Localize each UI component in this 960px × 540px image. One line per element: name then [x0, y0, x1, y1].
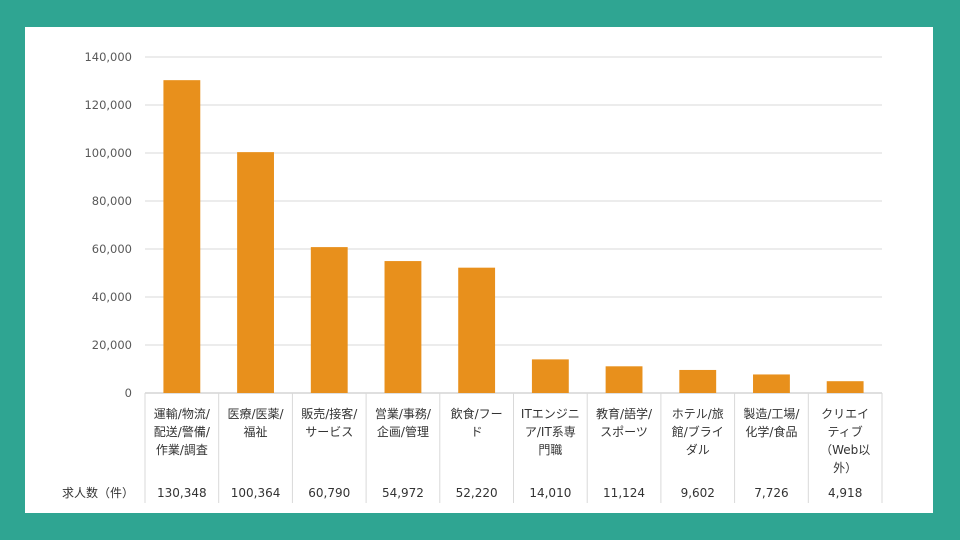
- category-label: 福祉: [244, 424, 268, 439]
- category-label: 運輸/物流/: [154, 406, 211, 421]
- y-tick-label: 60,000: [92, 242, 132, 256]
- bar: [531, 359, 569, 393]
- category-label: （Web以: [820, 443, 870, 457]
- category-label: 販売/接客/: [301, 406, 358, 421]
- category-label: 配送/警備/: [154, 424, 211, 439]
- value-label: 14,010: [529, 486, 571, 500]
- category-label: 作業/調査: [156, 443, 208, 457]
- category-label: ホテル/旅: [672, 407, 724, 421]
- value-label: 130,348: [157, 486, 207, 500]
- bars: [163, 80, 864, 394]
- bar: [605, 366, 643, 393]
- category-label: 製造/工場/: [743, 407, 800, 421]
- bar: [237, 152, 274, 393]
- bar: [163, 80, 201, 394]
- category-label: スポーツ: [600, 425, 648, 439]
- category-label: ド: [471, 425, 483, 439]
- category-label: ティブ: [828, 424, 863, 439]
- category-labels: 運輸/物流/配送/警備/作業/調査 医療/医薬/福祉 販売/接客/サービス 営業/事務…: [154, 406, 870, 475]
- category-label: 企画/管理: [377, 424, 429, 439]
- y-tick-label: 100,000: [84, 146, 132, 160]
- bar: [384, 261, 422, 393]
- category-label: サービス: [305, 425, 353, 439]
- category-label: 館/ブライ: [672, 424, 724, 439]
- category-label: ダル: [686, 442, 710, 457]
- data-table: 求人数（件） 130,348 100,364 60,790 54,972 52,220 1…: [62, 393, 883, 503]
- y-tick-label: 20,000: [92, 338, 132, 352]
- y-tick-label: 140,000: [84, 50, 132, 64]
- y-tick-label: 80,000: [92, 194, 132, 208]
- category-label: ITエンジニ: [521, 407, 580, 421]
- value-label: 11,124: [603, 486, 645, 500]
- category-label: 教育/語学/: [596, 406, 653, 421]
- category-label: ア/IT系専: [525, 425, 576, 439]
- category-label: 医療/医薬/: [228, 407, 285, 421]
- value-label: 54,972: [382, 486, 424, 500]
- category-label: 飲食/フー: [451, 406, 503, 421]
- bar: [310, 247, 348, 393]
- y-tick-label: 0: [125, 386, 132, 400]
- value-label: 100,364: [231, 486, 281, 500]
- category-label: 営業/事務/: [375, 407, 432, 421]
- value-label: 52,220: [456, 486, 498, 500]
- category-label: 門職: [538, 443, 562, 457]
- row-header: 求人数（件）: [62, 485, 134, 500]
- category-label: 化学/食品: [745, 424, 797, 439]
- value-label: 9,602: [681, 486, 715, 500]
- y-tick-label: 40,000: [92, 290, 132, 304]
- value-label: 7,726: [754, 486, 788, 500]
- value-label: 60,790: [308, 486, 350, 500]
- bar: [826, 381, 864, 393]
- y-axis-ticks: 0 20,000 40,000 60,000 80,000 100,000 120,000 1…: [84, 50, 132, 400]
- category-label: クリエイ: [821, 407, 869, 421]
- bar: [458, 267, 496, 393]
- bar: [753, 374, 790, 393]
- value-label: 4,918: [828, 486, 862, 500]
- y-tick-label: 120,000: [84, 98, 132, 112]
- bar: [679, 369, 717, 393]
- category-label: 外）: [833, 461, 857, 475]
